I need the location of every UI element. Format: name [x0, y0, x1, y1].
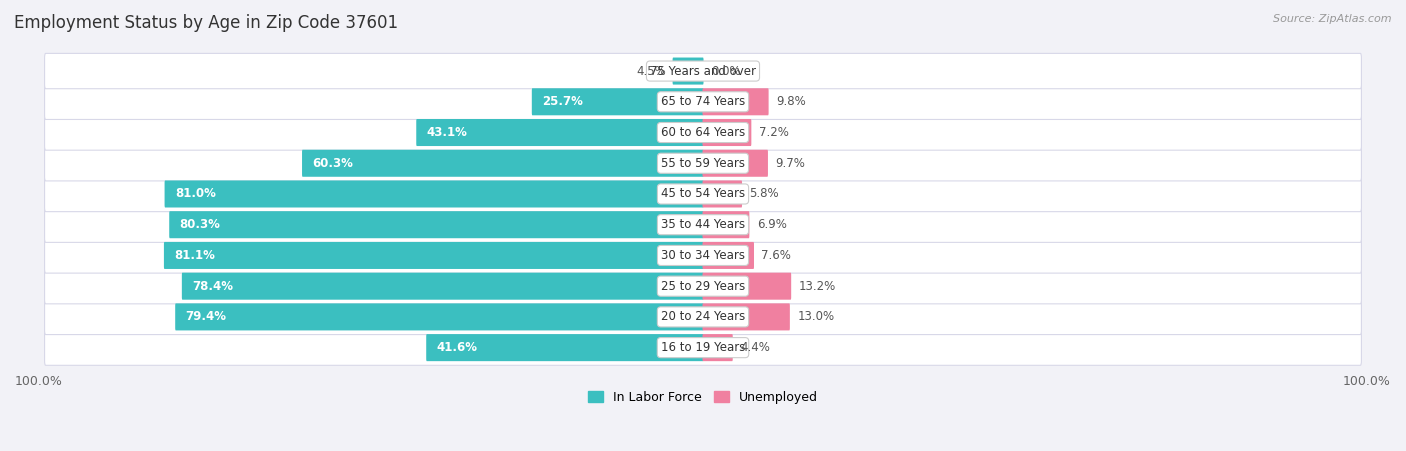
FancyBboxPatch shape — [416, 119, 703, 146]
FancyBboxPatch shape — [181, 273, 703, 300]
FancyBboxPatch shape — [703, 304, 790, 331]
Text: 7.6%: 7.6% — [762, 249, 792, 262]
Text: 30 to 34 Years: 30 to 34 Years — [661, 249, 745, 262]
FancyBboxPatch shape — [176, 304, 703, 331]
FancyBboxPatch shape — [703, 334, 733, 361]
Text: 80.3%: 80.3% — [180, 218, 221, 231]
FancyBboxPatch shape — [45, 176, 1361, 212]
FancyBboxPatch shape — [45, 238, 1361, 273]
Text: 81.1%: 81.1% — [174, 249, 215, 262]
Text: 43.1%: 43.1% — [427, 126, 468, 139]
Text: 25 to 29 Years: 25 to 29 Years — [661, 280, 745, 293]
Text: 0.0%: 0.0% — [711, 64, 741, 78]
Text: 60 to 64 Years: 60 to 64 Years — [661, 126, 745, 139]
FancyBboxPatch shape — [703, 150, 768, 177]
Text: 13.0%: 13.0% — [797, 310, 834, 323]
FancyBboxPatch shape — [703, 119, 751, 146]
Text: Source: ZipAtlas.com: Source: ZipAtlas.com — [1274, 14, 1392, 23]
FancyBboxPatch shape — [45, 84, 1361, 120]
Text: 60.3%: 60.3% — [312, 157, 353, 170]
FancyBboxPatch shape — [703, 180, 742, 207]
Text: 45 to 54 Years: 45 to 54 Years — [661, 188, 745, 201]
Text: 6.9%: 6.9% — [756, 218, 787, 231]
FancyBboxPatch shape — [165, 242, 703, 269]
FancyBboxPatch shape — [45, 53, 1361, 89]
FancyBboxPatch shape — [45, 268, 1361, 304]
Text: 20 to 24 Years: 20 to 24 Years — [661, 310, 745, 323]
Text: 65 to 74 Years: 65 to 74 Years — [661, 95, 745, 108]
FancyBboxPatch shape — [45, 299, 1361, 335]
FancyBboxPatch shape — [45, 207, 1361, 242]
FancyBboxPatch shape — [531, 88, 703, 115]
Text: 13.2%: 13.2% — [799, 280, 837, 293]
FancyBboxPatch shape — [672, 58, 703, 85]
Text: 16 to 19 Years: 16 to 19 Years — [661, 341, 745, 354]
FancyBboxPatch shape — [703, 242, 754, 269]
Text: 4.4%: 4.4% — [740, 341, 770, 354]
FancyBboxPatch shape — [703, 211, 749, 238]
Text: 41.6%: 41.6% — [437, 341, 478, 354]
Text: 78.4%: 78.4% — [193, 280, 233, 293]
FancyBboxPatch shape — [45, 146, 1361, 181]
Text: 9.8%: 9.8% — [776, 95, 806, 108]
FancyBboxPatch shape — [302, 150, 703, 177]
Text: 5.8%: 5.8% — [749, 188, 779, 201]
FancyBboxPatch shape — [169, 211, 703, 238]
Legend: In Labor Force, Unemployed: In Labor Force, Unemployed — [583, 386, 823, 409]
Text: 79.4%: 79.4% — [186, 310, 226, 323]
Text: 4.5%: 4.5% — [637, 64, 666, 78]
FancyBboxPatch shape — [45, 115, 1361, 150]
Text: Employment Status by Age in Zip Code 37601: Employment Status by Age in Zip Code 376… — [14, 14, 398, 32]
FancyBboxPatch shape — [703, 273, 792, 300]
Text: 75 Years and over: 75 Years and over — [650, 64, 756, 78]
FancyBboxPatch shape — [45, 330, 1361, 365]
FancyBboxPatch shape — [165, 180, 703, 207]
FancyBboxPatch shape — [703, 88, 769, 115]
Text: 9.7%: 9.7% — [775, 157, 806, 170]
Text: 25.7%: 25.7% — [543, 95, 583, 108]
Text: 7.2%: 7.2% — [759, 126, 789, 139]
Text: 35 to 44 Years: 35 to 44 Years — [661, 218, 745, 231]
Text: 55 to 59 Years: 55 to 59 Years — [661, 157, 745, 170]
FancyBboxPatch shape — [426, 334, 703, 361]
Text: 81.0%: 81.0% — [176, 188, 217, 201]
